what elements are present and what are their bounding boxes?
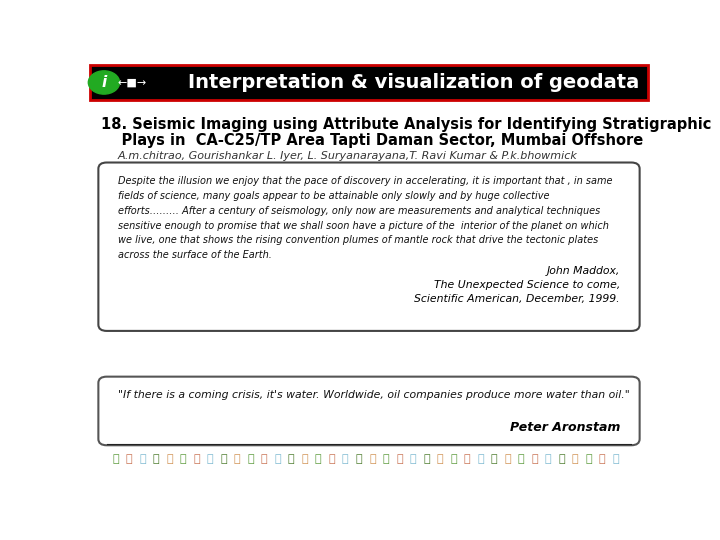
Text: 🍃: 🍃 — [450, 454, 456, 464]
Text: 🍂: 🍂 — [544, 454, 552, 464]
Circle shape — [89, 71, 120, 94]
Text: 🍂: 🍂 — [274, 454, 281, 464]
Text: 🌿: 🌿 — [477, 454, 484, 464]
Text: Interpretation & visualization of geodata: Interpretation & visualization of geodat… — [188, 73, 639, 92]
Text: Despite the illusion we enjoy that the pace of discovery in accelerating, it is : Despite the illusion we enjoy that the p… — [118, 176, 613, 260]
Text: 🍃: 🍃 — [558, 454, 564, 464]
Text: 🍃: 🍃 — [612, 454, 618, 464]
Text: 🌿: 🌿 — [369, 454, 376, 464]
FancyBboxPatch shape — [99, 163, 639, 331]
Text: 🍃: 🍃 — [396, 454, 402, 464]
Text: 🌿: 🌿 — [315, 454, 322, 464]
Text: John Maddox,
The Unexpected Science to come,
Scientific American, December, 1999: John Maddox, The Unexpected Science to c… — [415, 266, 620, 304]
FancyBboxPatch shape — [99, 377, 639, 445]
Text: 🍁: 🍁 — [356, 454, 362, 464]
Text: 🍂: 🍂 — [598, 454, 606, 464]
Text: 🍃: 🍃 — [504, 454, 510, 464]
Text: 🍃: 🍃 — [234, 454, 240, 464]
Text: 🍃: 🍃 — [126, 454, 132, 464]
Text: ←■→: ←■→ — [117, 77, 146, 87]
Text: 🌿: 🌿 — [531, 454, 538, 464]
Text: 🍁: 🍁 — [410, 454, 416, 464]
Text: Peter Aronstam: Peter Aronstam — [510, 421, 620, 434]
Text: 🍂: 🍂 — [490, 454, 498, 464]
Text: 🌿: 🌿 — [207, 454, 214, 464]
Text: 🌿: 🌿 — [423, 454, 430, 464]
Text: 🍁: 🍁 — [140, 454, 146, 464]
Text: 🍁: 🍁 — [572, 454, 578, 464]
Text: 🍃: 🍃 — [342, 454, 348, 464]
Text: A.m.chitrao, Gourishankar L. Iyer, L. Suryanarayana,T. Ravi Kumar & P.k.bhowmick: A.m.chitrao, Gourishankar L. Iyer, L. Su… — [118, 151, 577, 161]
Text: 🍂: 🍂 — [220, 454, 227, 464]
Text: "If there is a coming crisis, it's water. Worldwide, oil companies produce more : "If there is a coming crisis, it's water… — [118, 390, 630, 400]
Text: 🌿: 🌿 — [153, 454, 159, 464]
Text: 🍃: 🍃 — [180, 454, 186, 464]
Text: 18. Seismic Imaging using Attribute Analysis for Identifying Stratigraphic: 18. Seismic Imaging using Attribute Anal… — [101, 117, 711, 132]
Text: 🍂: 🍂 — [436, 454, 444, 464]
Text: 🍁: 🍁 — [464, 454, 470, 464]
Text: 🌿: 🌿 — [261, 454, 268, 464]
Text: 🍂: 🍂 — [382, 454, 389, 464]
Text: 🍁: 🍁 — [302, 454, 308, 464]
Text: 🍁: 🍁 — [194, 454, 200, 464]
Text: 🍂: 🍂 — [328, 454, 335, 464]
Text: 🍂: 🍂 — [166, 454, 173, 464]
Text: 🍂: 🍂 — [112, 454, 119, 464]
Text: 🍁: 🍁 — [518, 454, 524, 464]
Text: Plays in  CA-C25/TP Area Tapti Daman Sector, Mumbai Offshore: Plays in CA-C25/TP Area Tapti Daman Sect… — [101, 133, 644, 148]
FancyBboxPatch shape — [90, 65, 648, 100]
Text: 🌿: 🌿 — [585, 454, 592, 464]
Text: 🍃: 🍃 — [288, 454, 294, 464]
Text: 🍁: 🍁 — [248, 454, 254, 464]
Text: i: i — [102, 75, 107, 90]
